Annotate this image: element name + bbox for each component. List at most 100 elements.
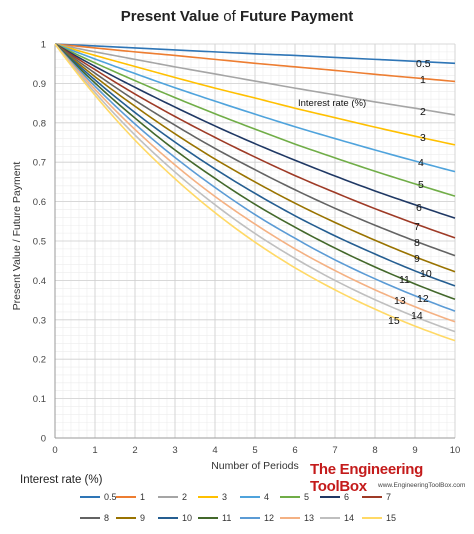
legend-label: 6 — [344, 492, 350, 502]
legend-item: 11 — [198, 511, 231, 525]
series-line-12 — [54, 43, 456, 312]
y-tick-label: 0.6 — [33, 197, 46, 208]
legend-label: 0.5 — [104, 492, 117, 502]
series-end-label: 6 — [416, 202, 422, 214]
y-tick-label: 0 — [41, 434, 46, 445]
series-line-13 — [54, 43, 456, 323]
series-end-label: 11 — [399, 274, 410, 286]
legend-item: 15 — [362, 511, 396, 525]
legend-swatch — [198, 496, 218, 498]
series-line-4 — [54, 43, 456, 173]
y-tick-label: 0.5 — [33, 237, 46, 248]
legend-swatch — [158, 517, 178, 519]
series-line-2 — [54, 43, 456, 116]
chart-title: Present Value of Future Payment — [0, 8, 474, 25]
legend-label: 10 — [182, 513, 193, 523]
legend-swatch — [80, 496, 100, 498]
legend-item: 9 — [116, 511, 145, 525]
series-line-7 — [54, 43, 456, 239]
series-line-6 — [54, 43, 456, 219]
x-tick-label: 9 — [412, 445, 417, 456]
y-tick-label: 0.9 — [33, 79, 46, 90]
legend-swatch — [158, 496, 178, 498]
series-end-label: 9 — [414, 253, 420, 265]
legend-label: 15 — [386, 513, 397, 523]
series-line-8 — [54, 43, 456, 257]
series-end-label: 1 — [420, 74, 426, 86]
legend-item: 2 — [158, 490, 187, 504]
legend-label: 14 — [344, 513, 355, 523]
x-tick-label: 7 — [332, 445, 337, 456]
legend-item: 4 — [240, 490, 269, 504]
series-line-3 — [54, 43, 456, 146]
series-end-label: 3 — [420, 132, 426, 144]
legend-item: 13 — [280, 511, 314, 525]
legend-item: 8 — [80, 511, 109, 525]
series-line-9 — [54, 43, 456, 273]
legend-swatch — [362, 496, 382, 498]
legend-label: 8 — [104, 513, 110, 523]
series-end-label: 4 — [418, 157, 424, 169]
series-end-label: 2 — [420, 106, 426, 118]
series-end-label: 5 — [418, 179, 424, 191]
series-line-10 — [54, 43, 456, 287]
legend-title: Interest rate (%) — [20, 474, 103, 486]
legend-label: 1 — [140, 492, 146, 502]
legend-item: 14 — [320, 511, 354, 525]
title-part-2: of — [223, 8, 236, 25]
series-end-label: 15 — [388, 315, 400, 327]
legend-swatch — [80, 517, 100, 519]
legend-swatch — [240, 496, 260, 498]
series-end-label: 10 — [420, 268, 432, 280]
y-tick-label: 0.1 — [33, 394, 46, 405]
legend-label: 2 — [182, 492, 188, 502]
legend-label: 13 — [304, 513, 315, 523]
legend-label: 12 — [264, 513, 275, 523]
legend-label: 11 — [222, 513, 232, 523]
legend-label: 4 — [264, 492, 270, 502]
legend-item: 0.5 — [80, 490, 117, 504]
y-tick-label: 0.2 — [33, 355, 46, 366]
title-part-1: Present Value — [120, 8, 220, 25]
legend-swatch — [240, 517, 260, 519]
series-end-label: 12 — [417, 293, 429, 305]
y-tick-label: 0.4 — [33, 276, 46, 287]
x-tick-label: 5 — [252, 445, 257, 456]
y-tick-label: 0.3 — [33, 315, 46, 326]
legend-label: 3 — [222, 492, 228, 502]
legend-item: 5 — [280, 490, 309, 504]
series-line-5 — [54, 43, 456, 197]
series-line-0.5 — [54, 43, 456, 65]
x-tick-label: 2 — [132, 445, 137, 456]
legend-swatch — [362, 517, 382, 519]
series-end-label: 7 — [414, 221, 420, 233]
legend-swatch — [280, 496, 300, 498]
y-tick-label: 0.8 — [33, 118, 46, 129]
legend-swatch — [320, 517, 340, 519]
legend-item: 7 — [362, 490, 391, 504]
x-tick-label: 4 — [212, 445, 217, 456]
interest-rate-annotation: Interest rate (%) — [298, 98, 366, 109]
x-tick-label: 1 — [92, 445, 97, 456]
y-tick-label: 1 — [41, 40, 46, 51]
series-end-label: 8 — [414, 237, 420, 249]
legend-swatch — [198, 517, 218, 519]
legend-label: 7 — [386, 492, 392, 502]
legend-item: 12 — [240, 511, 274, 525]
series-line-15 — [54, 43, 456, 342]
legend-swatch — [280, 517, 300, 519]
legend-item: 1 — [116, 490, 145, 504]
x-tick-label: 0 — [52, 445, 57, 456]
x-tick-label: 10 — [450, 445, 461, 456]
series-line-1 — [54, 43, 456, 83]
legend-item: 3 — [198, 490, 227, 504]
series-end-label: 14 — [411, 310, 423, 322]
legend-item: 10 — [158, 511, 192, 525]
y-axis-label: Present Value / Future Payment — [11, 161, 23, 311]
series-end-label: 0.5 — [416, 58, 431, 70]
brand-url: www.EngineeringToolBox.com — [378, 482, 466, 489]
x-tick-label: 3 — [172, 445, 177, 456]
legend-swatch — [116, 517, 136, 519]
legend-item: 6 — [320, 490, 349, 504]
